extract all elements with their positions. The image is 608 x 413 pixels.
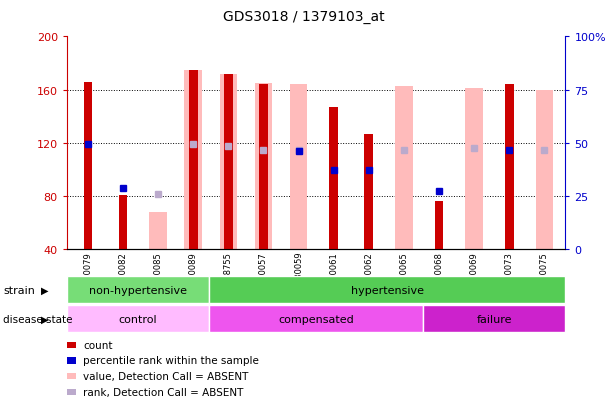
Text: control: control: [119, 314, 157, 324]
Text: GDS3018 / 1379103_at: GDS3018 / 1379103_at: [223, 10, 385, 24]
Text: ▶: ▶: [41, 314, 49, 324]
Text: compensated: compensated: [278, 314, 354, 324]
Bar: [259, 85, 268, 250]
Text: disease state: disease state: [3, 314, 72, 324]
Bar: [150, 213, 167, 250]
Text: non-hypertensive: non-hypertensive: [89, 285, 187, 295]
Bar: [224, 74, 233, 250]
Bar: [83, 82, 92, 250]
Text: percentile rank within the sample: percentile rank within the sample: [83, 356, 259, 366]
Bar: [189, 70, 198, 250]
Bar: [290, 85, 308, 250]
Bar: [184, 70, 202, 250]
Bar: [219, 74, 237, 250]
Bar: [395, 86, 413, 250]
Bar: [364, 134, 373, 250]
Bar: [119, 195, 128, 250]
Bar: [465, 89, 483, 250]
Text: hypertensive: hypertensive: [351, 285, 424, 295]
Text: value, Detection Call = ABSENT: value, Detection Call = ABSENT: [83, 371, 249, 381]
Text: count: count: [83, 340, 113, 350]
Bar: [255, 84, 272, 250]
Text: strain: strain: [3, 285, 35, 295]
Bar: [330, 108, 338, 250]
Bar: [536, 90, 553, 250]
Text: failure: failure: [477, 314, 512, 324]
Text: ▶: ▶: [41, 285, 49, 295]
Text: rank, Detection Call = ABSENT: rank, Detection Call = ABSENT: [83, 387, 244, 397]
Bar: [435, 202, 443, 250]
Bar: [505, 85, 514, 250]
